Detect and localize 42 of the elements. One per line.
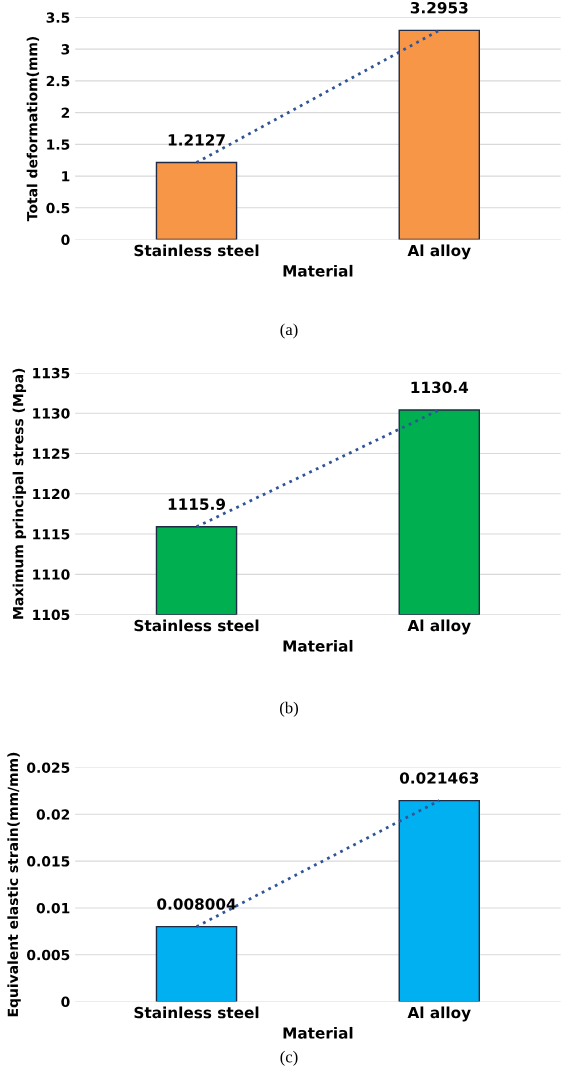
text: (c): [280, 1050, 298, 1066]
data-label: 1.2127: [168, 134, 225, 146]
data-label: 1115.9: [168, 498, 226, 510]
y-tick-label: 0.5: [46, 202, 70, 214]
y-axis-title: Maximum principal stress (Mpa): [12, 368, 27, 619]
text: (b): [280, 701, 298, 717]
y-tick-label: 1105: [33, 609, 70, 621]
y-tick-label: 2: [61, 107, 70, 118]
y-tick-label: 0.02: [36, 809, 70, 820]
y-tick-label: 1115: [33, 529, 70, 540]
y-tick-label: 1125: [33, 448, 70, 459]
data-label: 0.021463: [399, 772, 479, 784]
x-tick-label: Al alloy: [407, 1006, 471, 1022]
y-tick-label: 0: [61, 234, 70, 246]
y-tick-label: 3.5: [46, 12, 70, 23]
y-axis-title: Total deformatiom(mm): [26, 36, 40, 222]
x-axis-title: Material: [283, 1026, 353, 1039]
y-tick-label: 3: [61, 44, 70, 55]
y-tick-label: 0.025: [27, 762, 70, 773]
x-tick-label: Stainless steel: [134, 619, 259, 632]
y-tick-label: 1130: [33, 408, 70, 419]
x-tick-label: Al alloy: [407, 244, 471, 260]
y-tick-label: 0: [61, 996, 70, 1008]
x-tick-label: Al alloy: [407, 619, 471, 635]
y-tick-label: 1: [62, 171, 70, 182]
y-tick-label: 0.005: [27, 949, 70, 961]
y-tick-label: 1120: [33, 488, 70, 500]
y-tick-label: 0.01: [36, 902, 70, 914]
text: (a): [280, 323, 298, 339]
data-label: 0.008004: [157, 898, 236, 910]
data-label: 3.2953: [410, 1, 468, 14]
y-tick-label: 0.015: [27, 856, 70, 867]
x-axis-title: Material: [283, 264, 353, 277]
data-label: 1130.4: [411, 381, 469, 394]
y-tick-label: 1110: [33, 569, 70, 580]
y-axis-title: Equivalent elastic strain(mm/mm): [7, 752, 21, 1017]
x-axis-title: Material: [283, 639, 353, 652]
y-tick-label: 1.5: [47, 139, 70, 150]
x-tick-label: Stainless steel: [134, 244, 259, 257]
x-tick-label: Stainless steel: [134, 1006, 259, 1019]
y-tick-label: 1135: [33, 367, 70, 379]
y-tick-label: 2.5: [46, 75, 70, 87]
